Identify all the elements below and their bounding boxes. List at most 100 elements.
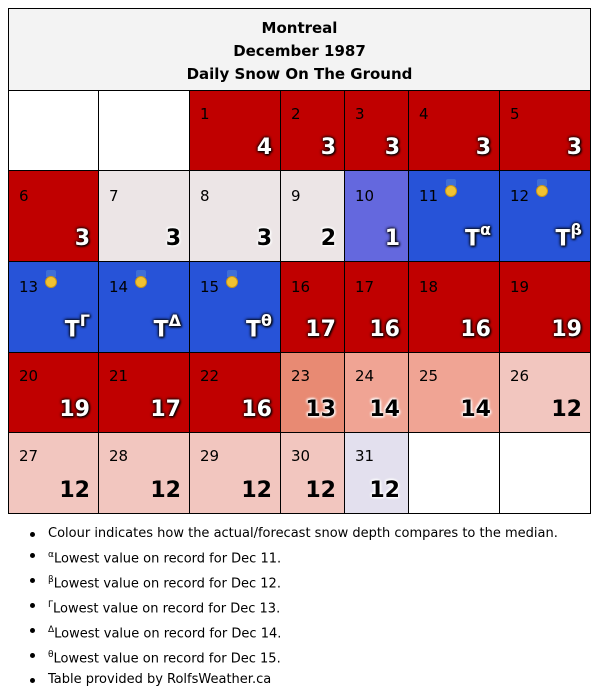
snow-depth-number: 3 (475, 135, 491, 160)
snow-depth-value: Tα (464, 219, 491, 251)
legend-footnote-marker: θ (48, 650, 54, 661)
legend-item: Colour indicates how the actual/forecast… (28, 524, 558, 545)
day-number: 19 (510, 278, 530, 296)
snow-depth-number: 12 (150, 478, 181, 503)
snow-depth-value: TΔ (153, 310, 181, 342)
snow-depth-number: 14 (369, 397, 400, 422)
snow-depth-number: 12 (369, 478, 400, 503)
snow-depth-number: T (64, 317, 80, 342)
day-cell: 23 13 (281, 353, 345, 433)
footnote-marker: Γ (79, 310, 90, 330)
day-number: 5 (510, 105, 520, 123)
footnote-marker: α (480, 219, 491, 239)
snow-depth-number: 17 (150, 397, 181, 422)
empty-cell (409, 433, 500, 513)
day-number: 25 (419, 367, 439, 385)
snow-depth-value: 16 (460, 317, 491, 342)
footnote-marker: θ (261, 310, 272, 330)
day-number: 21 (109, 367, 129, 385)
day-number: 31 (355, 447, 375, 465)
snow-depth-value: 12 (241, 478, 272, 503)
snow-depth-number: 12 (59, 478, 90, 503)
snow-depth-number: 19 (551, 317, 582, 342)
legend-item: ΓLowest value on record for Dec 13. (28, 595, 558, 620)
calendar-header: Montreal December 1987 Daily Snow On The… (9, 9, 590, 91)
snow-depth-value: 12 (551, 397, 582, 422)
day-number: 3 (355, 105, 365, 123)
snow-depth-value: 1 (385, 226, 400, 251)
snow-depth-value: 4 (257, 135, 272, 160)
legend-item: αLowest value on record for Dec 11. (28, 545, 558, 570)
snow-depth-number: T (153, 317, 169, 342)
day-cell: 22 16 (190, 353, 281, 433)
day-number: 8 (200, 187, 210, 205)
empty-cell (500, 433, 590, 513)
day-number: 10 (355, 187, 375, 205)
day-cell: 25 14 (409, 353, 500, 433)
snow-depth-number: 3 (384, 135, 400, 160)
snow-depth-value: 14 (369, 397, 400, 422)
day-number: 24 (355, 367, 375, 385)
snow-depth-value: 17 (305, 317, 336, 342)
legend-item: ΔLowest value on record for Dec 14. (28, 620, 558, 645)
snow-depth-number: 12 (305, 478, 336, 503)
legend-text: Lowest value on record for Dec 13. (53, 601, 281, 617)
snow-depth-number: 13 (305, 397, 336, 422)
empty-cell (9, 91, 99, 171)
day-cell: 12 Tβ (500, 171, 590, 262)
day-number: 2 (291, 105, 301, 123)
snow-depth-number: 3 (320, 135, 336, 160)
day-cell: 15 Tθ (190, 262, 281, 353)
day-cell: 18 16 (409, 262, 500, 353)
snow-depth-value: 17 (150, 397, 181, 422)
day-number: 11 (419, 187, 439, 205)
day-number: 17 (355, 278, 375, 296)
snow-depth-number: 14 (460, 397, 491, 422)
day-number: 30 (291, 447, 311, 465)
day-number: 27 (19, 447, 39, 465)
medal-icon (224, 270, 240, 290)
legend-text: Lowest value on record for Dec 14. (54, 626, 282, 642)
snow-depth-number: 16 (460, 317, 491, 342)
snow-depth-number: 12 (241, 478, 272, 503)
snow-depth-value: 3 (166, 226, 181, 251)
snow-depth-value: 19 (59, 397, 90, 422)
snow-depth-value: Tθ (245, 310, 272, 342)
medal-icon (133, 270, 149, 290)
snow-depth-number: T (464, 226, 480, 251)
snow-depth-value: 3 (75, 226, 90, 251)
day-number: 15 (200, 278, 220, 296)
snow-calendar: Montreal December 1987 Daily Snow On The… (8, 8, 591, 514)
day-cell: 17 16 (345, 262, 409, 353)
day-cell: 13 TΓ (9, 262, 99, 353)
day-number: 14 (109, 278, 129, 296)
snow-depth-number: T (245, 317, 261, 342)
day-number: 13 (19, 278, 39, 296)
day-cell: 11 Tα (409, 171, 500, 262)
snow-depth-number: 4 (256, 135, 272, 160)
snow-depth-number: 3 (165, 226, 181, 251)
snow-depth-number: 3 (256, 226, 272, 251)
day-number: 23 (291, 367, 311, 385)
calendar-grid: 1 4 2 3 3 3 4 3 5 3 6 3 7 3 8 3 9 2 10 1 11 Tα 12 Tβ 13 TΓ 14 TΔ 15 T… (9, 91, 590, 513)
footnote-marker: β (570, 219, 582, 239)
snow-depth-number: 19 (59, 397, 90, 422)
snow-depth-value: 13 (305, 397, 336, 422)
legend-footnote-marker: Δ (48, 625, 55, 636)
snow-depth-number: T (555, 226, 571, 251)
day-cell: 31 12 (345, 433, 409, 513)
day-number: 20 (19, 367, 39, 385)
footnote-marker: Δ (168, 310, 181, 330)
medal-icon (534, 179, 550, 199)
snow-depth-value: 19 (551, 317, 582, 342)
snow-depth-value: 12 (305, 478, 336, 503)
legend-footnote-marker: Γ (48, 600, 54, 611)
